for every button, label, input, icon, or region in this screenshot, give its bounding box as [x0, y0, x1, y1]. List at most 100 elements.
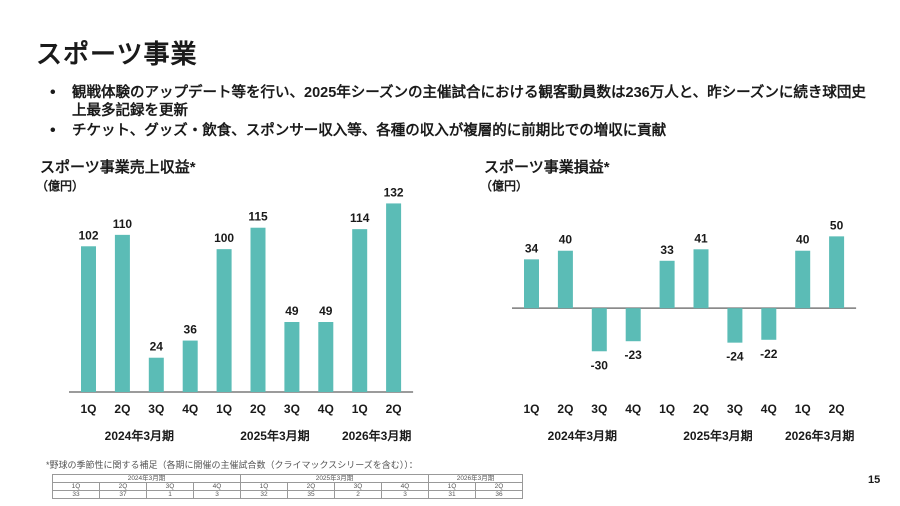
profit-bar: [557, 250, 573, 309]
games-count: 32: [240, 490, 288, 499]
revenue-data-label: 49: [285, 304, 299, 318]
revenue-period-label: 2024年3月期: [105, 428, 174, 443]
profit-data-label: -30: [591, 358, 609, 372]
profit-data-label: 33: [660, 243, 674, 257]
games-period-header: 2026年3月期: [428, 474, 523, 483]
revenue-tick-label: 4Q: [182, 402, 198, 416]
games-count: 31: [428, 490, 476, 499]
page-title: スポーツ事業: [36, 39, 198, 69]
games-count: 33: [52, 490, 100, 499]
revenue-tick-label: 4Q: [318, 402, 334, 416]
revenue-period-label: 2025年3月期: [240, 428, 309, 443]
games-quarter-header: 1Q: [428, 482, 476, 491]
revenue-data-label: 102: [78, 228, 98, 242]
profit-bar: [524, 259, 539, 309]
games-quarter-header: 4Q: [193, 482, 241, 491]
profit-period-label: 2024年3月期: [548, 428, 617, 443]
games-count: 35: [287, 490, 335, 499]
revenue-tick-label: 2Q: [114, 402, 130, 416]
games-count: 3: [381, 490, 429, 499]
profit-tick-label: 1Q: [659, 402, 675, 416]
revenue-data-label: 36: [184, 323, 198, 337]
profit-tick-label: 4Q: [625, 402, 641, 416]
revenue-bar: [386, 203, 402, 392]
profit-bar: [829, 236, 845, 309]
revenue-data-label: 110: [113, 217, 133, 231]
games-count: 37: [99, 490, 147, 499]
profit-period-label: 2026年3月期: [785, 428, 854, 443]
games-table: 2024年3月期 2025年3月期 2026年3月期 1Q 2Q 3Q 4Q 1…: [52, 474, 523, 499]
profit-bar: [625, 308, 641, 342]
games-count: 36: [475, 490, 523, 499]
revenue-tick-label: 1Q: [80, 402, 96, 416]
revenue-bar: [114, 234, 130, 392]
revenue-bar: [284, 322, 300, 392]
bullet-item: チケット、グッズ・飲食、スポンサー収入等、各種の収入が複層的に前期比での増収に貢…: [50, 122, 870, 140]
games-quarter-header: 1Q: [240, 482, 288, 491]
games-quarter-header: 2Q: [99, 482, 147, 491]
games-quarter-header: 2Q: [475, 482, 523, 491]
bullet-list: 観戦体験のアップデート等を行い、2025年シーズンの主催試合における観客動員数は…: [50, 84, 870, 142]
page-number: 15: [868, 474, 881, 486]
revenue-bar: [318, 322, 334, 392]
revenue-bar: [81, 246, 96, 392]
games-count: 2: [334, 490, 382, 499]
bullet-item: 観戦体験のアップデート等を行い、2025年シーズンの主催試合における観客動員数は…: [50, 84, 870, 120]
revenue-tick-label: 2Q: [250, 402, 266, 416]
profit-data-label: -23: [625, 348, 643, 362]
revenue-tick-label: 2Q: [386, 402, 402, 416]
footnote: *野球の季節性に関する補足（各期に開催の主催試合数（クライマックスシリーズを含む…: [46, 460, 418, 470]
profit-bar: [795, 250, 811, 309]
revenue-chart-title: スポーツ事業売上収益*: [40, 159, 196, 176]
profit-data-label: 34: [525, 241, 539, 255]
games-period-header: 2025年3月期: [240, 474, 429, 483]
profit-data-label: -22: [760, 347, 778, 361]
profit-tick-label: 2Q: [693, 402, 709, 416]
profit-data-label: 50: [830, 218, 844, 232]
revenue-bar: [182, 340, 198, 392]
games-count: 1: [146, 490, 194, 499]
profit-data-label: -24: [726, 350, 744, 364]
profit-bar: [761, 308, 777, 340]
profit-tick-label: 2Q: [557, 402, 573, 416]
games-quarter-header: 2Q: [287, 482, 335, 491]
profit-tick-label: 4Q: [761, 402, 777, 416]
revenue-tick-label: 1Q: [216, 402, 232, 416]
profit-tick-label: 3Q: [727, 402, 743, 416]
profit-data-label: 41: [694, 231, 708, 245]
revenue-data-label: 132: [384, 185, 404, 199]
revenue-bar: [352, 229, 368, 392]
profit-bar: [727, 308, 743, 343]
profit-period-label: 2025年3月期: [683, 428, 752, 443]
revenue-bar: [250, 227, 266, 392]
profit-chart-title: スポーツ事業損益*: [484, 159, 610, 176]
revenue-bar: [216, 249, 232, 392]
profit-tick-label: 3Q: [591, 402, 607, 416]
profit-bar: [659, 260, 675, 309]
games-quarter-header: 3Q: [146, 482, 194, 491]
revenue-period-label: 2026年3月期: [342, 428, 411, 443]
profit-data-label: 40: [796, 233, 810, 247]
revenue-data-label: 115: [248, 210, 268, 224]
profit-bar: [693, 249, 709, 309]
profit-chart-unit: （億円）: [480, 179, 529, 193]
games-count: 3: [193, 490, 241, 499]
games-quarter-header: 3Q: [334, 482, 382, 491]
games-period-header: 2024年3月期: [52, 474, 241, 483]
games-quarter-header: 4Q: [381, 482, 429, 491]
revenue-bar: [148, 357, 164, 392]
profit-data-label: 40: [559, 233, 573, 247]
profit-tick-label: 1Q: [795, 402, 811, 416]
revenue-chart-unit: （億円）: [36, 179, 85, 193]
revenue-tick-label: 3Q: [148, 402, 164, 416]
profit-bar: [591, 308, 607, 352]
games-quarter-header: 1Q: [52, 482, 100, 491]
revenue-tick-label: 1Q: [352, 402, 368, 416]
revenue-data-label: 100: [214, 231, 234, 245]
profit-tick-label: 2Q: [829, 402, 845, 416]
profit-tick-label: 1Q: [523, 402, 539, 416]
revenue-data-label: 114: [350, 211, 370, 225]
revenue-data-label: 24: [150, 340, 164, 354]
revenue-data-label: 49: [319, 304, 333, 318]
